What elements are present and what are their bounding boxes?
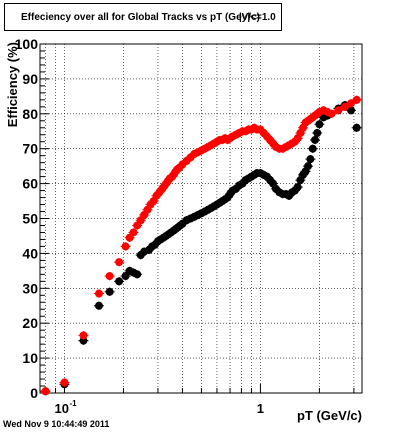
y-tick-label: 0 [30,385,38,401]
data-point [308,144,317,153]
rapidity-cut-label: |y|<=1.0 [239,12,276,23]
data-point [115,277,124,286]
y-tick-label: 40 [22,245,38,261]
data-point [313,128,322,137]
timestamp: Wed Nov 9 10:44:49 2011 [3,419,110,429]
series-red [40,95,362,396]
chart-title: Effeciency over all for Global Tracks vs… [21,12,260,23]
y-tick-label: 70 [22,141,38,157]
data-point [94,301,103,310]
data-point [352,123,361,132]
data-point [293,183,302,192]
title-box: Effeciency over all for Global Tracks vs… [4,3,282,31]
data-point [306,155,315,164]
x-axis-label: pT (GeV/c) [297,408,362,423]
data-point [352,95,361,104]
x-tick-label-exponent: -1 [69,399,77,408]
data-point [334,106,343,115]
data-point [41,387,50,396]
grid-lines [40,44,362,393]
data-point [105,287,114,296]
y-tick-label: 50 [22,211,38,227]
data-point [121,242,130,251]
data-point [105,272,114,281]
y-tick-label: 30 [22,280,38,296]
x-tick-label: 10 [54,401,68,416]
x-tick-label: 1 [257,401,264,416]
data-point [311,135,320,144]
y-axis-label: Efficiency (%) [5,42,20,127]
y-tick-label: 60 [22,176,38,192]
data-point [79,331,88,340]
data-point [60,378,69,387]
data-point [340,102,349,111]
data-point [315,120,324,129]
axis-ticks [40,43,355,394]
data-series [40,95,362,396]
data-point [133,270,142,279]
y-tick-label: 100 [15,36,39,52]
data-point [304,162,313,171]
y-tick-label: 10 [22,350,38,366]
data-point [94,289,103,298]
y-tick-label: 90 [22,71,38,87]
data-point [129,228,138,237]
series-black [40,100,362,396]
data-point [327,109,336,118]
data-point [347,106,356,115]
data-point [115,258,124,267]
y-tick-label: 80 [22,106,38,122]
y-tick-label: 20 [22,315,38,331]
